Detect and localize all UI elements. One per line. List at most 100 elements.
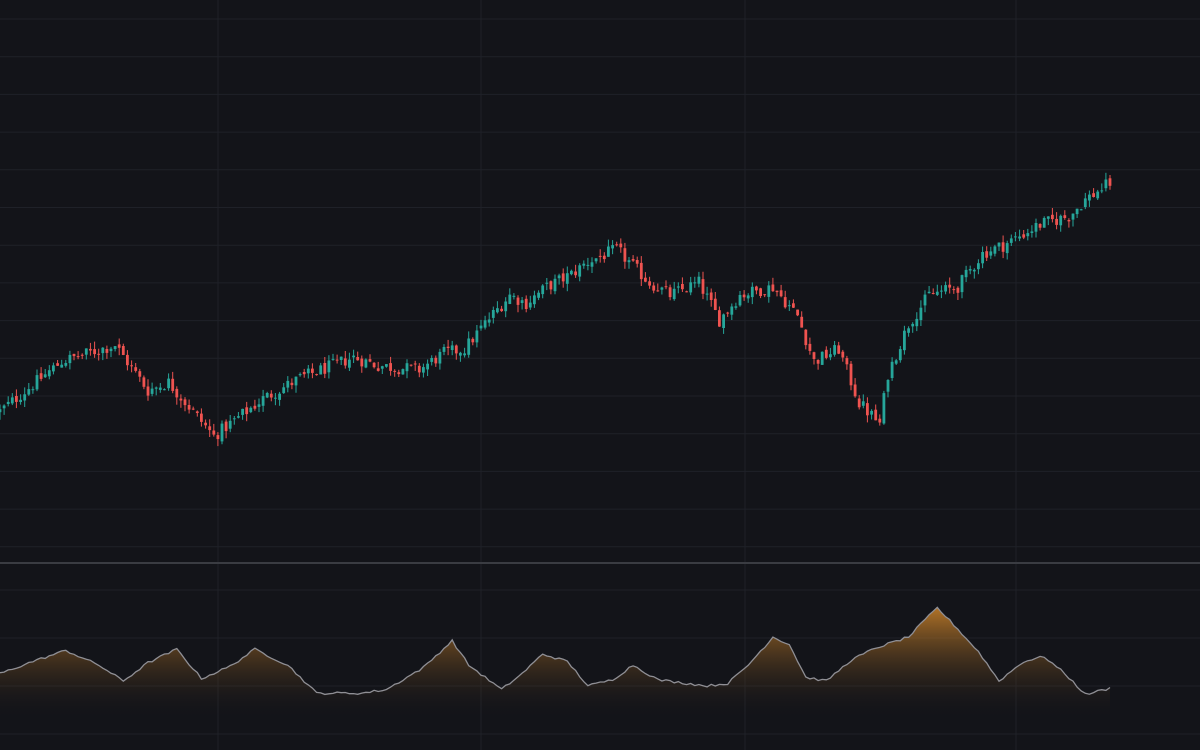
candle-up[interactable] [829, 347, 832, 361]
candle-down[interactable] [376, 361, 380, 372]
candle-up[interactable] [487, 312, 491, 327]
candle-down[interactable] [212, 423, 216, 437]
candle-up[interactable] [10, 393, 14, 406]
candle-down[interactable] [393, 369, 397, 377]
candle-up[interactable] [1018, 229, 1021, 242]
candle-up[interactable] [154, 386, 158, 396]
candle-down[interactable] [709, 288, 713, 307]
candle-up[interactable] [861, 394, 865, 409]
candle-up[interactable] [327, 355, 331, 379]
candle-up[interactable] [672, 281, 676, 301]
candle-down[interactable] [771, 277, 775, 292]
candle-up[interactable] [84, 348, 88, 360]
candle-down[interactable] [208, 419, 212, 437]
candle-down[interactable] [245, 401, 249, 422]
candle-up[interactable] [438, 348, 442, 370]
candle-up[interactable] [475, 325, 479, 348]
candle-down[interactable] [837, 341, 841, 355]
candle-down[interactable] [446, 339, 450, 356]
candle-up[interactable] [898, 346, 902, 363]
candle-up[interactable] [286, 376, 290, 393]
candle-up[interactable] [380, 365, 384, 374]
candle-down[interactable] [701, 271, 705, 300]
candle-up[interactable] [257, 398, 261, 413]
candle-up[interactable] [533, 290, 536, 308]
candle-down[interactable] [315, 373, 318, 376]
candle-down[interactable] [948, 277, 952, 294]
candle-down[interactable] [117, 338, 121, 356]
candle-down[interactable] [631, 255, 635, 262]
candle-down[interactable] [389, 356, 392, 376]
candle-up[interactable] [31, 386, 35, 394]
candle-down[interactable] [343, 351, 347, 369]
candle-up[interactable] [989, 246, 993, 259]
candle-up[interactable] [923, 290, 927, 313]
candle-down[interactable] [849, 361, 853, 391]
candle-down[interactable] [200, 408, 203, 427]
candle-up[interactable] [467, 331, 471, 358]
candle-down[interactable] [755, 285, 758, 295]
candle-down[interactable] [931, 288, 935, 295]
candle-up[interactable] [1005, 240, 1009, 260]
candle-up[interactable] [1034, 218, 1038, 238]
candle-up[interactable] [981, 246, 984, 269]
candle-up[interactable] [870, 409, 873, 420]
candle-up[interactable] [537, 290, 540, 301]
candle-down[interactable] [524, 295, 528, 313]
candle-up[interactable] [306, 365, 310, 379]
candle-down[interactable] [1051, 208, 1054, 223]
candle-up[interactable] [504, 297, 508, 318]
candle-up[interactable] [150, 382, 154, 397]
candle-down[interactable] [874, 404, 878, 421]
candle-up[interactable] [907, 326, 910, 337]
candle-up[interactable] [426, 359, 429, 377]
candle-up[interactable] [940, 285, 943, 299]
candle-up[interactable] [278, 391, 281, 406]
candle-down[interactable] [1067, 218, 1071, 228]
candle-down[interactable] [204, 419, 207, 429]
candle-down[interactable] [796, 309, 799, 317]
candle-down[interactable] [648, 276, 651, 289]
candle-up[interactable] [911, 322, 915, 333]
candle-up[interactable] [479, 319, 483, 331]
candle-up[interactable] [528, 295, 532, 310]
candle-up[interactable] [43, 369, 47, 378]
candle-down[interactable] [121, 343, 125, 356]
candle-down[interactable] [195, 410, 199, 417]
candle-down[interactable] [878, 414, 882, 426]
candle-down[interactable] [985, 246, 989, 261]
candle-up[interactable] [886, 379, 890, 398]
candle-up[interactable] [660, 286, 664, 295]
candle-down[interactable] [335, 354, 339, 364]
candle-up[interactable] [767, 281, 771, 303]
candle-down[interactable] [1055, 212, 1058, 230]
candle-up[interactable] [109, 346, 113, 358]
candle-up[interactable] [611, 240, 614, 255]
candle-up[interactable] [565, 266, 569, 292]
candle-down[interactable] [804, 329, 808, 350]
candle-down[interactable] [253, 399, 257, 411]
candle-down[interactable] [681, 277, 684, 292]
candle-up[interactable] [220, 420, 224, 445]
candle-down[interactable] [216, 432, 220, 447]
candle-down[interactable] [80, 353, 84, 360]
candle-up[interactable] [101, 347, 105, 361]
candle-down[interactable] [615, 241, 619, 247]
candle-down[interactable] [471, 337, 475, 346]
candle-down[interactable] [812, 351, 816, 365]
candle-down[interactable] [500, 305, 503, 312]
candle-up[interactable] [1075, 208, 1079, 218]
candle-up[interactable] [68, 350, 72, 370]
candle-up[interactable] [228, 415, 232, 433]
candle-up[interactable] [422, 363, 425, 378]
candle-up[interactable] [578, 263, 582, 282]
candle-up[interactable] [903, 325, 906, 355]
candle-up[interactable] [249, 406, 253, 414]
candle-up[interactable] [261, 389, 265, 412]
candle-up[interactable] [915, 312, 919, 332]
candle-up[interactable] [459, 351, 462, 362]
candle-up[interactable] [689, 276, 693, 296]
candle-down[interactable] [372, 362, 376, 369]
candle-up[interactable] [1096, 189, 1100, 200]
